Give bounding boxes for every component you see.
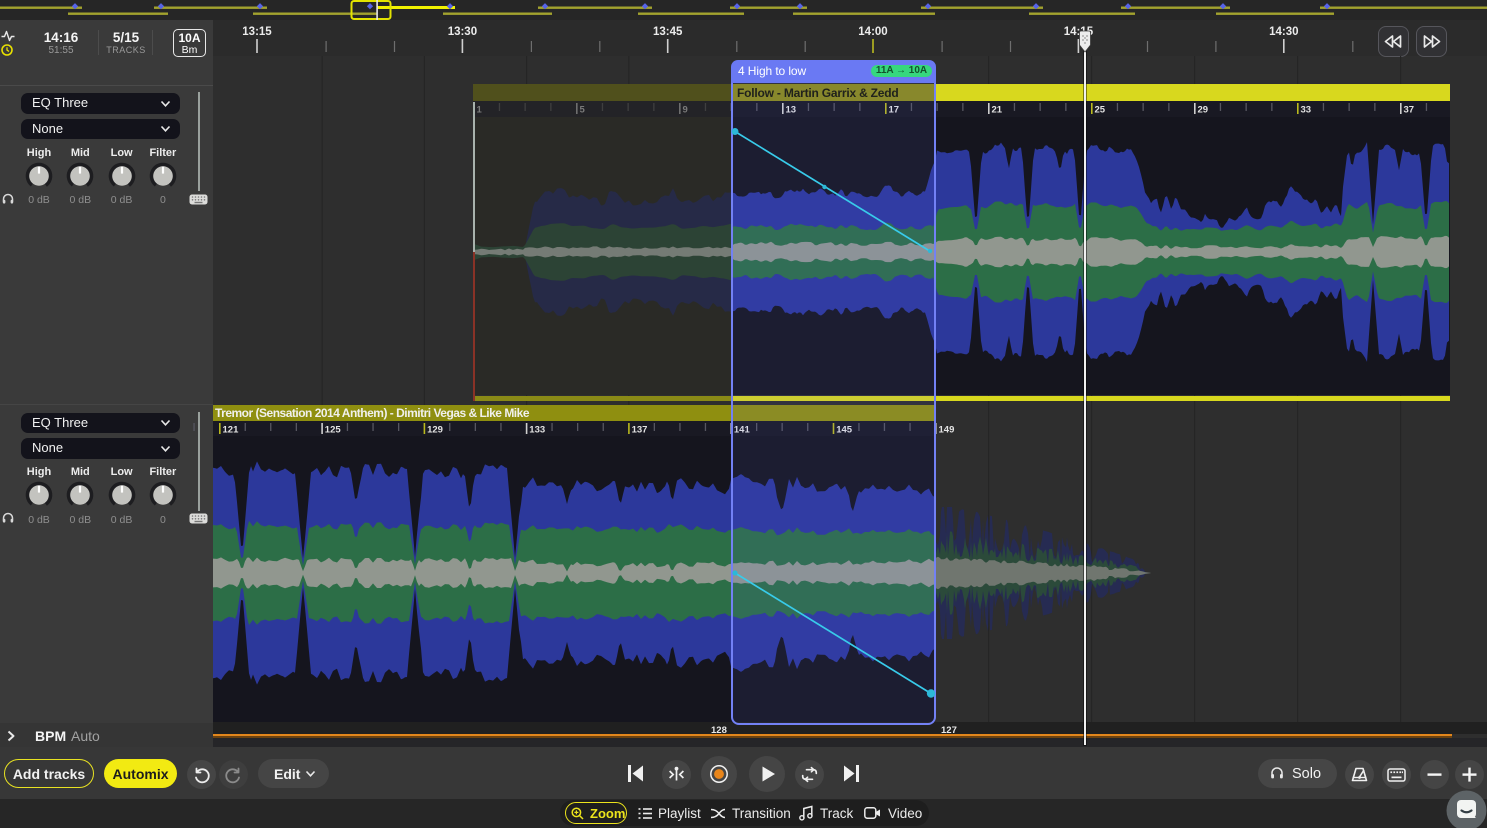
- svg-text:149: 149: [939, 425, 955, 436]
- svg-text:29: 29: [1198, 105, 1209, 116]
- svg-text:1: 1: [477, 105, 483, 116]
- svg-text:5: 5: [580, 105, 586, 116]
- svg-text:13:30: 13:30: [448, 26, 477, 38]
- svg-text:13:15: 13:15: [242, 26, 272, 38]
- svg-text:25: 25: [1095, 105, 1106, 116]
- svg-text:145: 145: [836, 425, 853, 436]
- svg-text:9: 9: [683, 105, 688, 116]
- svg-text:141: 141: [734, 425, 751, 436]
- svg-text:37: 37: [1404, 105, 1415, 116]
- svg-text:17: 17: [889, 105, 900, 116]
- svg-text:13: 13: [786, 105, 797, 116]
- svg-text:13:45: 13:45: [653, 26, 683, 38]
- svg-text:133: 133: [529, 425, 545, 436]
- svg-text:125: 125: [325, 425, 342, 436]
- svg-text:33: 33: [1301, 105, 1312, 116]
- svg-text:129: 129: [427, 425, 443, 436]
- svg-text:21: 21: [992, 105, 1003, 116]
- svg-text:121: 121: [223, 425, 240, 436]
- svg-text:14:00: 14:00: [858, 26, 887, 38]
- svg-text:137: 137: [632, 425, 648, 436]
- svg-text:14:30: 14:30: [1269, 26, 1298, 38]
